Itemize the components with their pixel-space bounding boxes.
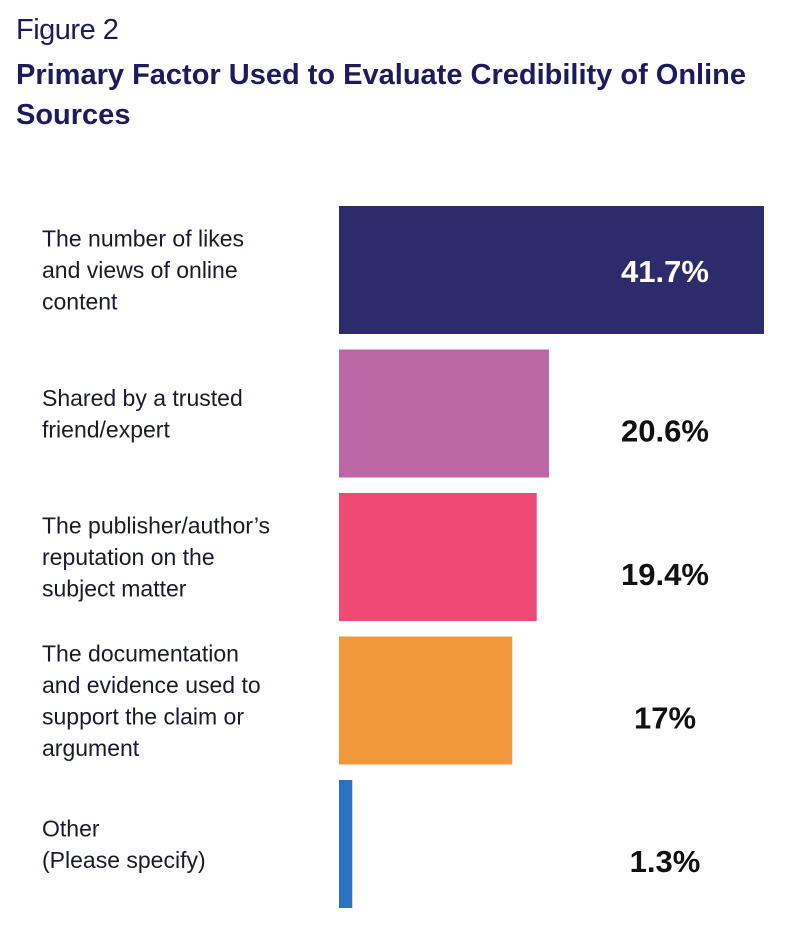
category-label: Shared by a trusted friend/expert — [42, 385, 243, 443]
data-label: 20.6% — [621, 414, 709, 449]
bar — [339, 206, 764, 334]
data-label: 41.7% — [621, 254, 709, 289]
bar — [339, 349, 549, 478]
category-label: The number of likes and views of online co… — [42, 226, 244, 315]
bar — [339, 780, 353, 908]
chart-title: Primary Factor Used to Evaluate Credibil… — [16, 59, 747, 131]
category-label: Other (Please specify) — [42, 815, 206, 873]
figure-label: Figure 2 — [16, 14, 119, 46]
category-label: The documentation and evidence used to sup… — [42, 640, 261, 761]
data-label: 19.4% — [621, 557, 709, 592]
bar — [339, 493, 537, 621]
data-label: 1.3% — [630, 844, 701, 879]
category-label: The publisher/author’s reputation on the s… — [42, 513, 270, 602]
bar — [339, 636, 513, 765]
data-label: 17% — [634, 701, 696, 736]
